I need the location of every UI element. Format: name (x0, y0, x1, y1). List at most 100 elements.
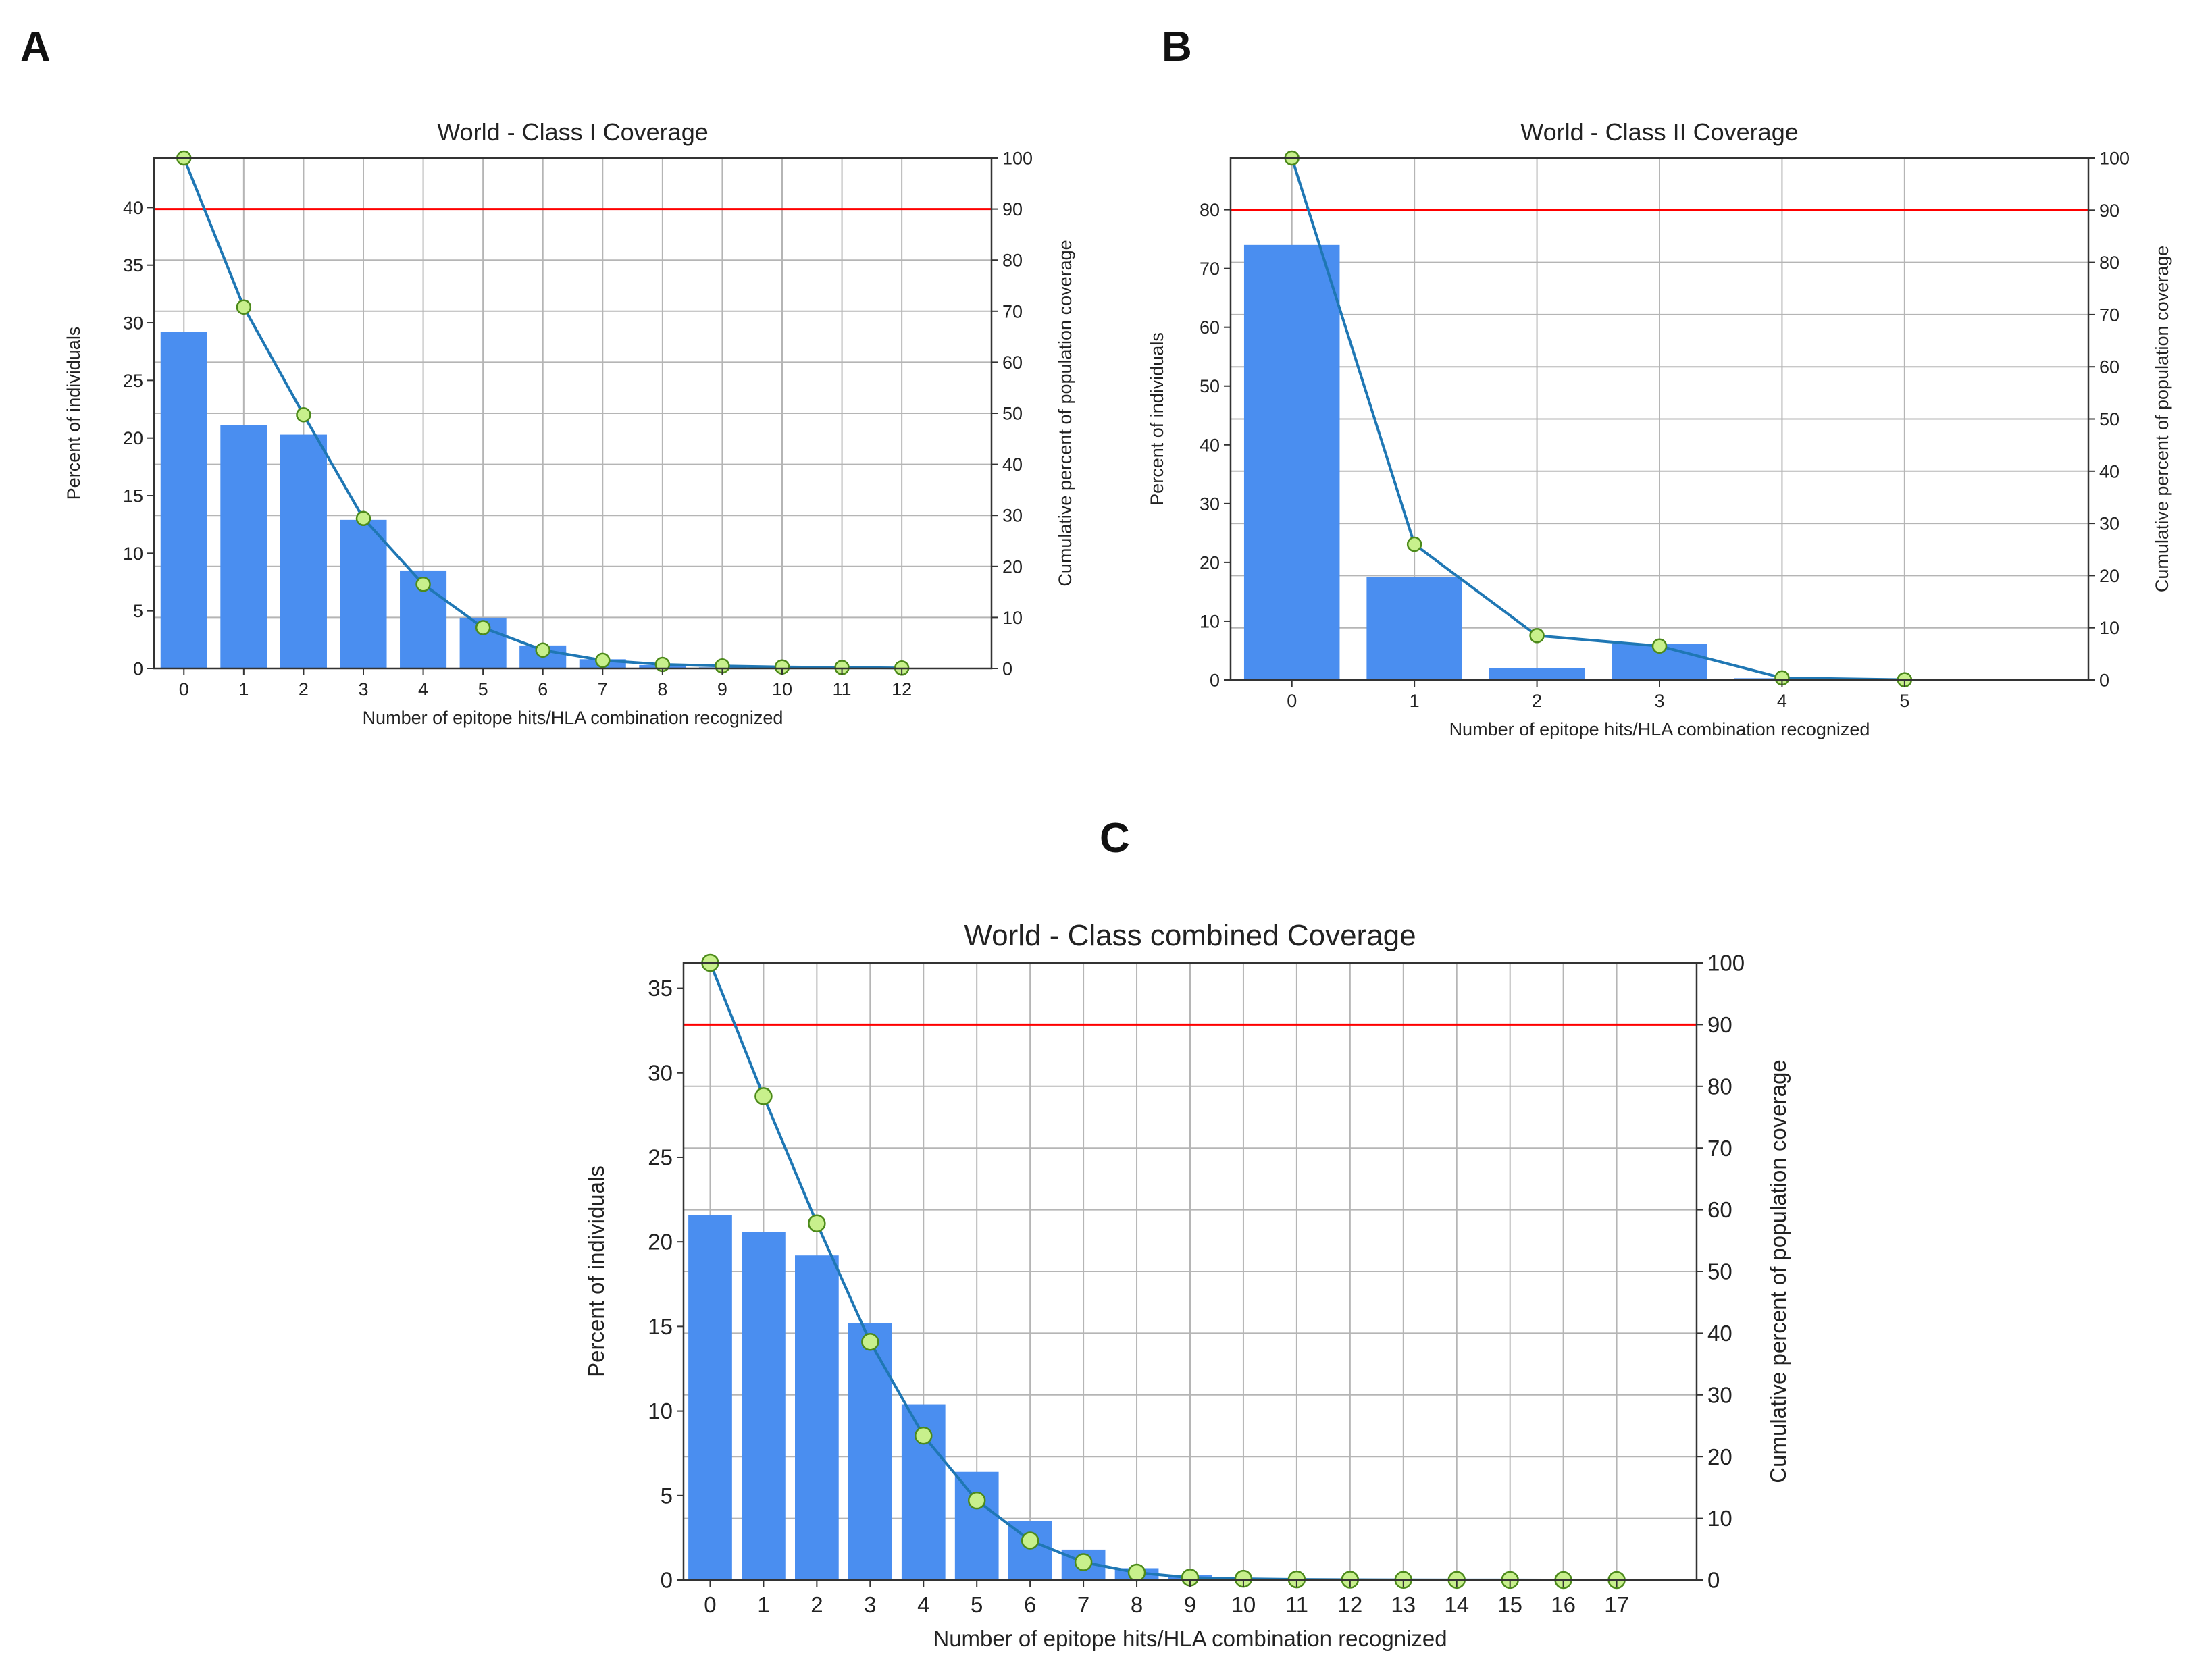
cumulative-point-5 (475, 620, 491, 635)
bar-1 (742, 1232, 786, 1580)
y-tick-label: 40 (123, 198, 143, 218)
y-tick-label: 10 (123, 544, 143, 564)
x-tick-label: 5 (478, 679, 488, 700)
y2-tick-label: 50 (2099, 409, 2119, 429)
y2-tick-label: 80 (1002, 251, 1023, 271)
y-axis-left: 0 5 10 15 20 25 30 35 40 (123, 198, 154, 679)
y2-tick-label: 20 (2099, 566, 2119, 586)
x-axis: 0 1 2 3 4 5 (1287, 680, 1909, 711)
y2-tick-label: 90 (1707, 1012, 1732, 1037)
y2-tick-label: 30 (1707, 1382, 1732, 1407)
x-tick-label: 2 (1532, 691, 1542, 711)
y2-tick-label: 30 (2099, 514, 2119, 534)
cumulative-point-1 (1406, 536, 1422, 552)
x-tick-label: 6 (538, 679, 548, 700)
x-tick-label: 12 (892, 679, 912, 700)
x-tick-label: 5 (1899, 691, 1909, 711)
y-tick-label: 0 (661, 1568, 673, 1593)
x-axis: 0 1 2 3 4 5 6 7 8 9 10 11 12 (179, 668, 912, 700)
y2-tick-label: 40 (2099, 461, 2119, 481)
y2-tick-label: 10 (1002, 608, 1023, 628)
y-tick-label: 20 (1200, 552, 1220, 573)
cumulative-point-7 (595, 652, 611, 668)
gridlines (1231, 157, 2088, 681)
y-tick-label: 70 (1200, 259, 1220, 279)
y-tick-label: 40 (1200, 435, 1220, 455)
bar-5 (954, 1471, 999, 1580)
y2-tick-label: 100 (2099, 148, 2130, 168)
cumulative-point-10 (1234, 1569, 1253, 1588)
y-tick-label: 5 (661, 1483, 673, 1508)
y2-tick-label: 50 (1002, 403, 1023, 423)
bar-1 (1366, 577, 1462, 680)
x-tick-label: 16 (1551, 1592, 1576, 1617)
cumulative-point-2 (296, 407, 311, 423)
x-tick-label: 0 (704, 1592, 716, 1617)
x-tick-label: 14 (1444, 1592, 1469, 1617)
cumulative-line (1290, 157, 1905, 681)
cumulative-point-4 (915, 1426, 933, 1445)
x-tick-label: 1 (238, 679, 249, 700)
x-tick-label: 9 (1184, 1592, 1196, 1617)
x-axis-label: Number of epitope hits/HLA combination r… (363, 708, 783, 728)
y2-tick-label: 10 (2099, 618, 2119, 638)
cumulative-point-5 (967, 1491, 986, 1510)
x-tick-label: 2 (299, 679, 309, 700)
x-tick-label: 10 (1231, 1592, 1256, 1617)
x-axis-label: Number of epitope hits/HLA combination r… (1449, 719, 1870, 739)
y-tick-label: 20 (648, 1230, 673, 1255)
bar-0 (160, 332, 207, 668)
y2-tick-label: 100 (1707, 951, 1745, 976)
y-tick-label: 15 (648, 1314, 673, 1339)
cumulative-point-8 (1127, 1563, 1146, 1582)
x-tick-label: 8 (657, 679, 667, 700)
x-tick-label: 10 (772, 679, 792, 700)
y-tick-label: 10 (1200, 611, 1220, 631)
y-tick-label: 0 (133, 658, 143, 679)
y2-tick-label: 80 (1707, 1074, 1732, 1099)
bar-0 (688, 1215, 732, 1580)
y-tick-label: 30 (1200, 494, 1220, 514)
y2-tick-label: 30 (1002, 506, 1023, 526)
y-tick-label: 60 (1200, 317, 1220, 338)
x-tick-label: 4 (1777, 691, 1787, 711)
chart-title: World - Class II Coverage (1520, 118, 1798, 146)
y-tick-label: 10 (648, 1398, 673, 1423)
x-tick-label: 2 (811, 1592, 823, 1617)
gridlines (154, 157, 992, 669)
x-tick-label: 3 (358, 679, 368, 700)
cumulative-point-2 (808, 1214, 826, 1232)
bar-3 (340, 519, 387, 668)
y2-tick-label: 60 (2099, 357, 2119, 377)
x-tick-label: 12 (1337, 1592, 1362, 1617)
y-axis-left: 0 5 10 15 20 25 30 35 (648, 976, 684, 1593)
y2-tick-label: 70 (1002, 301, 1023, 321)
cumulative-point-6 (1021, 1531, 1039, 1550)
y2-tick-label: 0 (2099, 670, 2109, 690)
y-axis-right: 0 10 20 30 40 50 60 70 80 90 100 (2088, 148, 2130, 690)
x-tick-label: 17 (1604, 1592, 1629, 1617)
y2-tick-label: 100 (1002, 148, 1033, 168)
bar-3 (848, 1323, 892, 1580)
y-tick-label: 0 (1210, 670, 1220, 690)
cumulative-point-1 (236, 299, 252, 315)
x-tick-label: 7 (1077, 1592, 1089, 1617)
x-tick-label: 7 (598, 679, 608, 700)
y2-tick-label: 60 (1002, 352, 1023, 373)
x-tick-label: 6 (1024, 1592, 1036, 1617)
y-tick-label: 5 (133, 601, 143, 621)
x-tick-label: 3 (1654, 691, 1664, 711)
cumulative-point-1 (754, 1087, 773, 1105)
x-axis: 0 1 2 3 4 5 6 7 8 9 10 11 12 13 14 15 16 17 (704, 1580, 1629, 1617)
y-tick-label: 80 (1200, 200, 1220, 220)
y2-tick-label: 0 (1707, 1568, 1720, 1593)
chart-title: World - Class I Coverage (437, 118, 708, 146)
cumulative-point-3 (355, 510, 371, 526)
y2-axis-label: Cumulative percent of population coverag… (1766, 1059, 1791, 1483)
y-tick-label: 25 (123, 371, 143, 391)
y2-tick-label: 80 (2099, 253, 2119, 273)
